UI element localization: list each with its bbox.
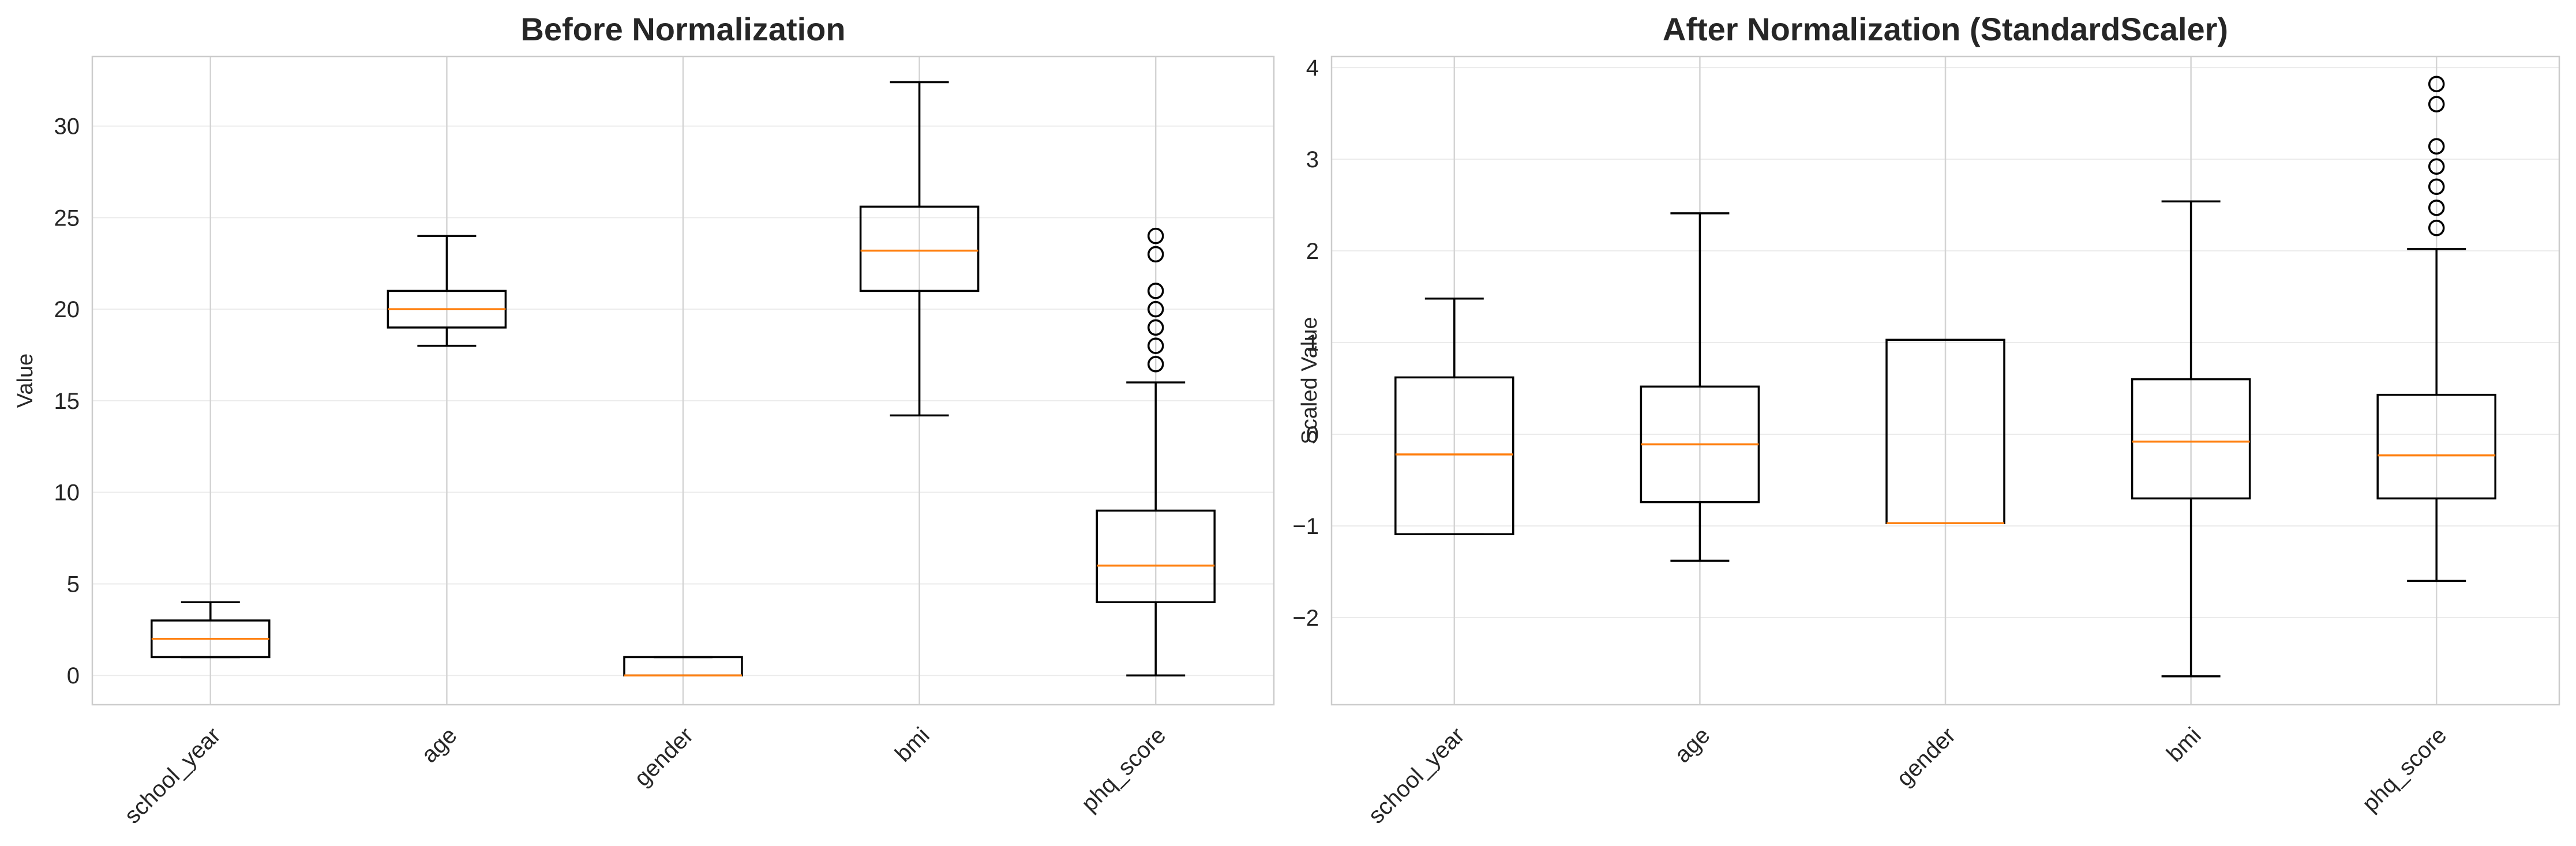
outlier-point bbox=[2428, 76, 2445, 92]
box-gender bbox=[1885, 339, 2005, 524]
box-body bbox=[859, 205, 980, 292]
box-body bbox=[1394, 376, 1514, 536]
y-tick-label: 4 bbox=[1306, 55, 1319, 81]
outlier-point bbox=[2428, 96, 2445, 112]
box-phq_score bbox=[2376, 76, 2496, 582]
axes-frame bbox=[1330, 55, 2560, 706]
axes-frame bbox=[91, 55, 1275, 706]
y-axis-label: Scaled Value bbox=[1298, 317, 1322, 444]
y-tick-label: −2 bbox=[1292, 606, 1319, 631]
y-tick-label: 10 bbox=[54, 480, 80, 506]
y-tick-label: 1 bbox=[1306, 330, 1319, 356]
chart-title: Before Normalization bbox=[520, 11, 845, 47]
outlier-point bbox=[1147, 227, 1164, 245]
y-axis-label: Value bbox=[13, 354, 38, 408]
y-tick-label: 15 bbox=[54, 389, 80, 414]
box-body bbox=[1096, 509, 1216, 603]
outlier-point bbox=[1147, 319, 1164, 336]
box-bmi bbox=[859, 81, 980, 417]
outlier-point bbox=[2428, 178, 2445, 195]
y-tick-label: 3 bbox=[1306, 147, 1319, 172]
y-tick-label: 5 bbox=[67, 571, 80, 597]
box-body bbox=[2376, 393, 2496, 500]
outlier-point bbox=[2428, 138, 2445, 155]
outlier-point bbox=[1147, 246, 1164, 263]
y-tick-label: 0 bbox=[67, 663, 80, 689]
y-tick-label: 20 bbox=[54, 297, 80, 322]
y-tick-label: 25 bbox=[54, 205, 80, 231]
outlier-point bbox=[1147, 283, 1164, 299]
outlier-point bbox=[2428, 158, 2445, 175]
y-tick-label: −1 bbox=[1292, 514, 1319, 539]
box-age bbox=[387, 235, 507, 347]
y-tick-label: 0 bbox=[1306, 422, 1319, 448]
outlier-point bbox=[2428, 200, 2445, 216]
box-school_year bbox=[151, 601, 271, 659]
outlier-point bbox=[2428, 220, 2445, 236]
box-phq_score bbox=[1096, 227, 1216, 676]
box-age bbox=[1640, 212, 1760, 562]
box-body bbox=[2131, 378, 2251, 500]
box-school_year bbox=[1394, 297, 1514, 536]
chart-title: After Normalization (StandardScaler) bbox=[1663, 11, 2228, 47]
y-tick-label: 30 bbox=[54, 114, 80, 140]
y-tick-label: 2 bbox=[1306, 239, 1319, 264]
outlier-point bbox=[1147, 356, 1164, 373]
outlier-point bbox=[1147, 300, 1164, 318]
box-bmi bbox=[2131, 200, 2251, 678]
box-gender bbox=[623, 656, 743, 676]
outlier-point bbox=[1147, 337, 1164, 354]
